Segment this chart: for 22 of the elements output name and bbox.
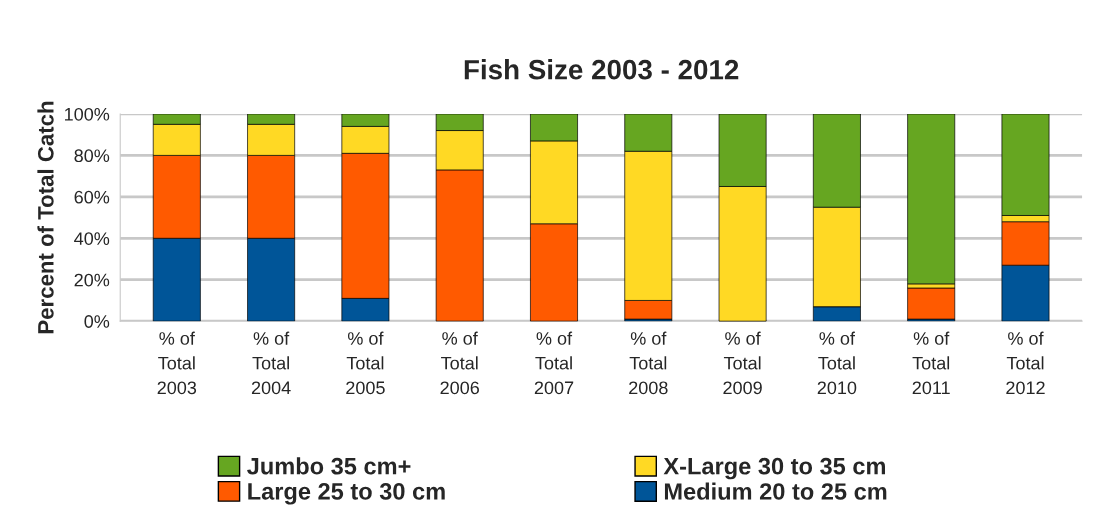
x-tick-label: % of Total 2006 [440, 331, 479, 395]
y-tick-label: 60% [74, 190, 110, 204]
x-tick-label: % of Total 2003 [157, 331, 197, 395]
x-tick-label: % of Total 2005 [346, 331, 385, 395]
x-tick-label: % of Total 2008 [629, 331, 668, 395]
y-tick-label: 40% [74, 232, 110, 245]
y-axis-title: Percent of Total Catch [37, 101, 54, 334]
y-tick-label: 80% [74, 149, 110, 163]
x-tick-label: % of Total 2007 [534, 331, 574, 395]
x-tick-label: % of Total 2004 [251, 331, 291, 395]
x-tick-label: % of Total 2012 [1006, 331, 1045, 395]
legend-label: Large 25 to 30 cm [248, 483, 445, 505]
x-tick-label: % of Total 2011 [912, 331, 950, 395]
y-tick-label: 100% [65, 107, 110, 121]
legend-label: Medium 20 to 25 cm [664, 482, 887, 500]
x-tick-label: % of Total 2009 [723, 331, 762, 395]
legend-label: Jumbo 35 cm+ [247, 457, 411, 475]
y-tick-label: 0% [84, 315, 110, 328]
x-tick-label: % of Total 2010 [817, 331, 857, 395]
chart-title: Fish Size 2003 - 2012 [464, 59, 739, 80]
legend-label: X-Large 30 to 35 cm [663, 457, 885, 480]
y-tick-label: 20% [74, 273, 110, 287]
